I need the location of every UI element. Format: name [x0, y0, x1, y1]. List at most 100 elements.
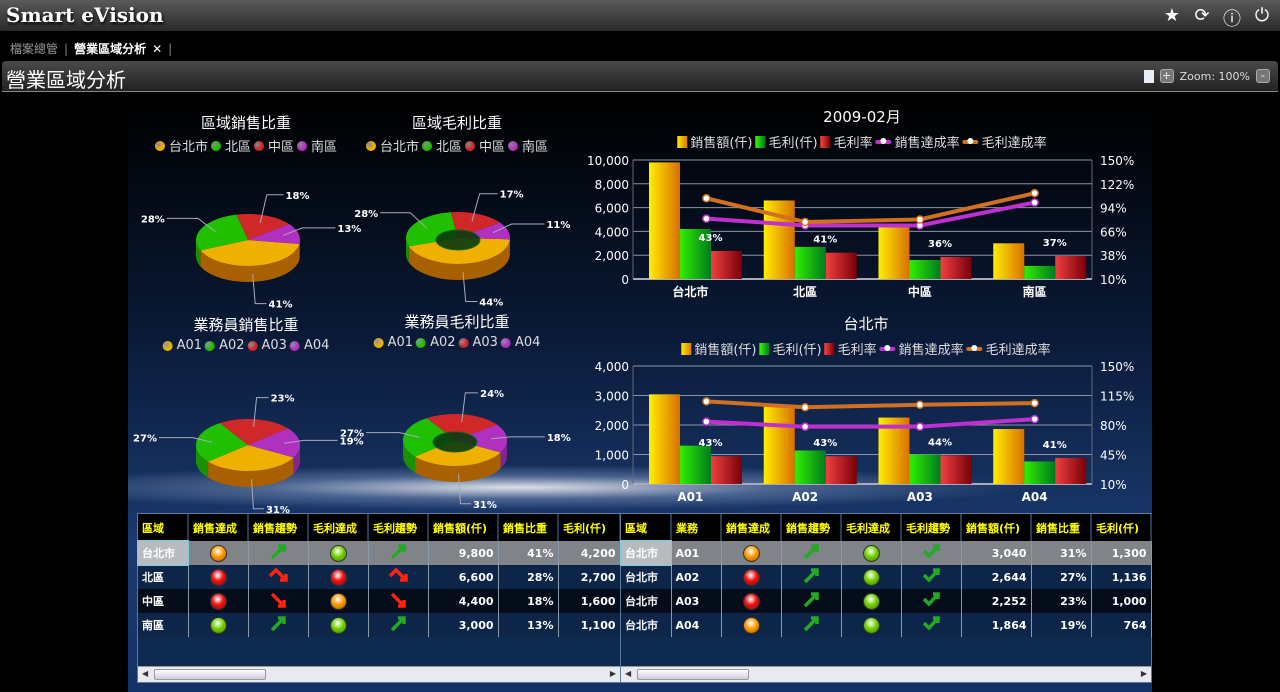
- legend-label: 毛利達成率: [981, 136, 1047, 151]
- help-icon[interactable]: ⓘ: [1223, 9, 1241, 30]
- column-header[interactable]: 區域: [621, 514, 672, 541]
- y-axis-tick-label: 8,000: [595, 178, 629, 192]
- trend-up-icon: [803, 591, 819, 607]
- status-light-red-icon: [209, 568, 227, 586]
- pie-slice: [200, 240, 300, 266]
- legend-marker: [500, 337, 511, 348]
- trend-cell: [781, 565, 842, 589]
- pie-data-label: 18%: [286, 191, 310, 202]
- status-light-cell: [188, 589, 249, 613]
- scrollbar-thumb[interactable]: [154, 669, 266, 680]
- legend-label: A02: [219, 338, 245, 353]
- close-icon[interactable]: ✕: [152, 41, 163, 56]
- column-header[interactable]: 毛利達成: [841, 514, 902, 541]
- status-light-cell: [308, 541, 369, 565]
- zoom-in-button[interactable]: +: [1159, 69, 1174, 83]
- tab-file-explorer[interactable]: 檔案總管: [10, 42, 59, 56]
- pie-data-label: 23%: [271, 394, 295, 405]
- x-axis-tick-label: A01: [677, 490, 703, 504]
- refresh-icon[interactable]: ⟳: [1194, 5, 1210, 26]
- line-point: [800, 403, 810, 412]
- table-row[interactable]: 南區 3,000 13% 1,100: [138, 613, 621, 637]
- zoom-out-button[interactable]: -: [1256, 69, 1270, 83]
- document-icon[interactable]: [1143, 69, 1154, 83]
- line-point: [1030, 198, 1039, 207]
- legend-label: A04: [514, 335, 541, 350]
- column-header[interactable]: 業務: [671, 514, 722, 541]
- trend-up-icon: [270, 615, 286, 631]
- line-point: [702, 397, 711, 406]
- column-header[interactable]: 毛利趨勢: [901, 514, 962, 541]
- x-axis-tick-label: A03: [907, 490, 933, 504]
- status-light-cell: [188, 565, 249, 589]
- table-cell: 31%: [1031, 541, 1092, 565]
- table-row[interactable]: 台北市 A03 2,252 23% 1,000: [621, 589, 1152, 613]
- bar-margin: [940, 256, 972, 279]
- status-light-cell: [841, 541, 902, 565]
- y-axis-tick-label: 1,000: [595, 449, 629, 463]
- star-icon[interactable]: ★: [1163, 5, 1181, 26]
- donut-hole: [435, 229, 481, 251]
- legend-label: 銷售額(仟): [690, 136, 753, 151]
- column-header[interactable]: 銷售趨勢: [248, 514, 309, 541]
- column-header[interactable]: 區域: [138, 514, 189, 541]
- donut-hole: [432, 431, 478, 453]
- table-header-row: 區域 銷售達成 銷售趨勢 毛利達成 毛利趨勢 銷售額(仟) 銷售比重 毛利(仟): [138, 514, 621, 541]
- legend-marker: [365, 140, 376, 151]
- scrollbar-thumb[interactable]: [637, 669, 749, 680]
- table-row[interactable]: 北區 6,600 28% 2,700: [138, 565, 621, 589]
- y-axis-tick-label: 6,000: [595, 202, 629, 216]
- table-cell: 3,000: [428, 613, 499, 637]
- table-row[interactable]: 台北市 A01 3,040 31% 1,300: [620, 540, 1152, 566]
- trend-check-up-icon: [922, 543, 940, 559]
- y-axis-tick-label: 0: [621, 478, 629, 492]
- tab-region-analysis[interactable]: 營業區域分析: [74, 42, 147, 56]
- column-header[interactable]: 銷售額(仟): [428, 514, 499, 541]
- horizontal-scrollbar[interactable]: ◀ ▶: [138, 666, 620, 682]
- table-row[interactable]: 台北市 A04 1,864 19% 764: [621, 613, 1152, 637]
- salesperson-table-panel: 區域 業務 銷售達成 銷售趨勢 毛利達成 毛利趨勢 銷售額(仟) 銷售比重 毛利(仟) 台北市 A0…: [620, 513, 1152, 683]
- column-header[interactable]: 銷售比重: [498, 514, 559, 541]
- legend-label: A02: [430, 335, 456, 350]
- pie-leader-line: [284, 439, 338, 444]
- column-header[interactable]: 毛利(仟): [1091, 514, 1152, 541]
- pie-leader-line: [251, 479, 264, 510]
- horizontal-scrollbar[interactable]: ◀ ▶: [621, 666, 1151, 682]
- y2-axis-tick-label: 10%: [1100, 273, 1127, 287]
- column-header[interactable]: 毛利(仟): [558, 514, 621, 541]
- trend-up-icon: [390, 543, 406, 559]
- status-light-cell: [841, 589, 902, 613]
- pie-slice: [455, 424, 507, 453]
- trend-cell: [781, 589, 842, 613]
- table-row[interactable]: 中區 4,400 18% 1,600: [138, 589, 621, 613]
- legend-marker: [247, 340, 258, 351]
- table-cell: 18%: [498, 589, 559, 613]
- bar-data-label: 41%: [1043, 440, 1067, 451]
- region-table-panel: 區域 銷售達成 銷售趨勢 毛利達成 毛利趨勢 銷售額(仟) 銷售比重 毛利(仟) 台北市 9,80…: [137, 513, 621, 683]
- app-header: Smart eVision ★ ⟳ ⓘ ⏻: [0, 0, 1280, 31]
- status-light-green-icon: [862, 592, 880, 610]
- column-header[interactable]: 銷售達成: [188, 514, 249, 541]
- column-header[interactable]: 銷售達成: [721, 514, 782, 541]
- pie-slice-side: [200, 243, 300, 282]
- bar-sales: [993, 243, 1025, 279]
- legend-label: A03: [261, 338, 287, 353]
- table-cell: 北區: [138, 565, 189, 589]
- table-cell: 6,600: [428, 565, 499, 589]
- column-header[interactable]: 毛利趨勢: [368, 514, 429, 541]
- status-light-cell: [721, 565, 782, 589]
- status-light-cell: [308, 613, 369, 637]
- table-row[interactable]: 台北市 A02 2,644 27% 1,136: [621, 565, 1152, 589]
- column-header[interactable]: 毛利達成: [308, 514, 369, 541]
- status-light-orange-icon: [329, 592, 347, 610]
- pie-leader-line: [158, 437, 213, 443]
- status-light-red-icon: [742, 568, 760, 586]
- column-header[interactable]: 銷售比重: [1031, 514, 1092, 541]
- line-point: [800, 217, 810, 227]
- table-cell: A04: [671, 613, 722, 637]
- column-header[interactable]: 銷售額(仟): [961, 514, 1032, 541]
- power-icon[interactable]: ⏻: [1254, 5, 1270, 26]
- table-row[interactable]: 台北市 9,800 41% 4,200: [137, 540, 621, 566]
- column-header[interactable]: 銷售趨勢: [781, 514, 842, 541]
- chart-legend: 銷售額(仟) 毛利(仟) 毛利率 銷售達成率 毛利達成率: [681, 339, 1051, 358]
